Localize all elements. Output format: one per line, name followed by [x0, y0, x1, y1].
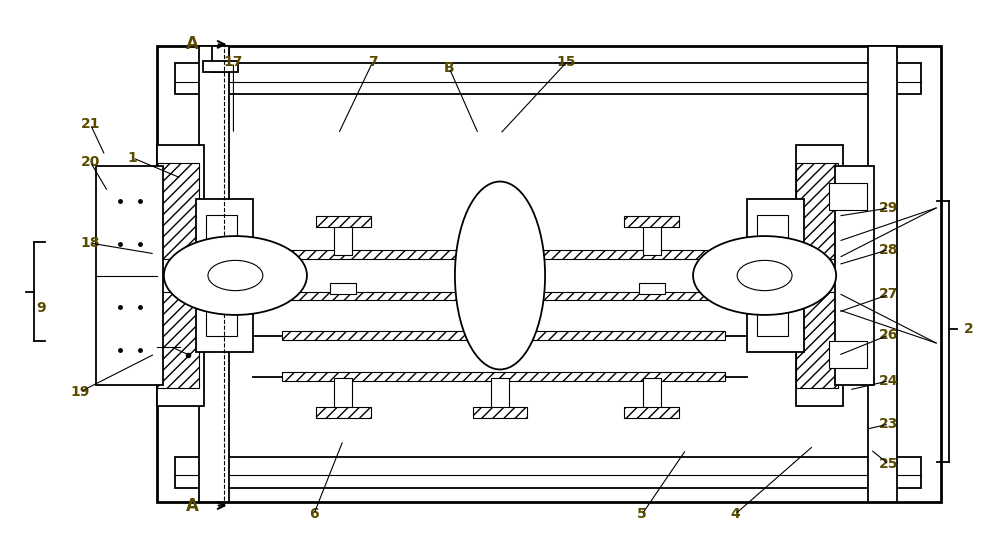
Text: 29: 29 — [879, 201, 899, 215]
Bar — [157, 46, 941, 503]
Text: 21: 21 — [81, 117, 100, 131]
Bar — [624, 407, 679, 418]
Bar — [643, 224, 661, 255]
Text: 18: 18 — [81, 236, 100, 250]
Bar — [835, 166, 874, 385]
Text: 6: 6 — [309, 507, 319, 521]
Text: 17: 17 — [224, 55, 243, 69]
Bar — [175, 63, 921, 94]
Text: 27: 27 — [879, 288, 899, 301]
Bar — [282, 250, 725, 259]
Bar — [624, 216, 679, 227]
Bar — [796, 163, 838, 260]
Circle shape — [737, 261, 792, 290]
Circle shape — [164, 236, 307, 315]
Text: 19: 19 — [71, 385, 90, 398]
Bar — [745, 242, 802, 309]
Text: A: A — [186, 35, 199, 53]
Bar — [282, 372, 725, 381]
Bar — [829, 342, 867, 369]
Bar — [473, 216, 527, 227]
Text: 7: 7 — [368, 55, 377, 69]
Bar — [796, 291, 838, 388]
Text: 24: 24 — [879, 374, 899, 388]
Bar — [196, 199, 253, 352]
Text: 9: 9 — [37, 301, 46, 315]
Bar — [334, 224, 352, 255]
Bar — [829, 182, 867, 209]
Bar — [175, 457, 921, 488]
Bar — [639, 283, 665, 294]
Text: 2: 2 — [964, 322, 973, 337]
Text: 23: 23 — [879, 417, 899, 431]
Bar — [96, 166, 163, 385]
Ellipse shape — [455, 181, 545, 370]
Bar — [487, 283, 513, 294]
Text: 5: 5 — [637, 507, 647, 521]
Bar — [203, 61, 238, 73]
Bar — [491, 377, 509, 409]
Text: 20: 20 — [81, 155, 100, 169]
Circle shape — [693, 236, 836, 315]
Bar — [206, 215, 237, 336]
Bar — [199, 46, 229, 503]
Text: 26: 26 — [879, 328, 899, 342]
Bar — [157, 145, 204, 406]
Bar — [796, 145, 843, 406]
Text: A: A — [186, 496, 199, 515]
Bar — [212, 46, 229, 73]
Text: 1: 1 — [128, 151, 137, 165]
Bar — [747, 199, 804, 352]
Bar — [282, 331, 725, 340]
Bar — [643, 377, 661, 409]
Bar — [330, 283, 356, 294]
Text: B: B — [444, 61, 454, 74]
Text: 4: 4 — [730, 507, 740, 521]
Bar — [157, 291, 199, 388]
Bar — [316, 407, 371, 418]
Bar — [757, 215, 788, 336]
Bar — [491, 224, 509, 255]
Bar — [334, 377, 352, 409]
Bar — [282, 291, 725, 300]
Bar — [316, 216, 371, 227]
Bar — [198, 242, 255, 309]
Bar — [473, 407, 527, 418]
Bar — [157, 163, 199, 260]
Text: 28: 28 — [879, 242, 899, 257]
Text: 15: 15 — [557, 55, 576, 69]
Bar — [868, 46, 897, 503]
Circle shape — [208, 261, 263, 290]
Text: 25: 25 — [879, 457, 899, 472]
